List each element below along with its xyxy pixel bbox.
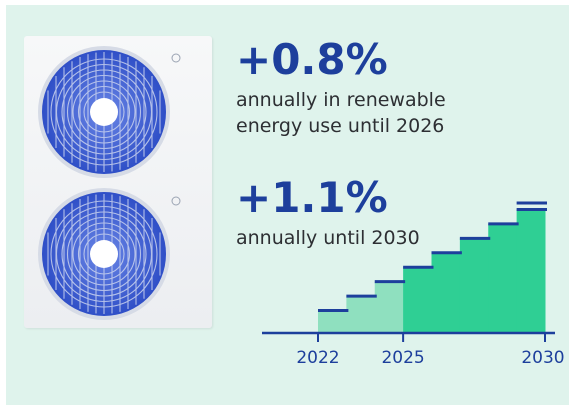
chart-bar-2029: [516, 209, 546, 333]
stat-text-1-line1: annually in renewable: [236, 89, 446, 111]
chart-bar-2023: [346, 296, 376, 333]
chart-tick-label-2022: 2022: [296, 348, 339, 368]
chart-bar-2024: [374, 281, 404, 333]
chart-bar-2028: [488, 223, 518, 333]
chart-bar-2025: [403, 267, 432, 333]
chart-bar-2026: [431, 252, 461, 333]
heat-pump-fan-icon: [38, 46, 181, 320]
heat-pump-image: [24, 36, 212, 328]
fan-bottom: [38, 188, 170, 320]
screw-icon: [171, 53, 181, 63]
screw-icon: [171, 196, 181, 206]
stat-text-2-line1: annually until 2030: [236, 227, 420, 249]
fan-top: [38, 46, 170, 178]
stat-value-2: +1.1%: [236, 173, 388, 222]
chart-bar-2027: [459, 238, 489, 333]
stat-text-1-line2: energy use until 2026: [236, 115, 445, 137]
stat-value-1: +0.8%: [236, 35, 388, 84]
chart-tick-label-2030: 2030: [521, 348, 564, 368]
chart-bar-2022: [318, 310, 347, 333]
chart-tick-label-2025: 2025: [381, 348, 424, 368]
